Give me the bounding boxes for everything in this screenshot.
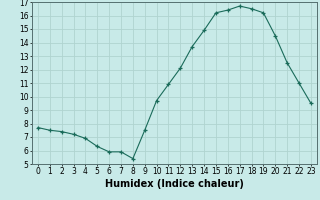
X-axis label: Humidex (Indice chaleur): Humidex (Indice chaleur) xyxy=(105,179,244,189)
